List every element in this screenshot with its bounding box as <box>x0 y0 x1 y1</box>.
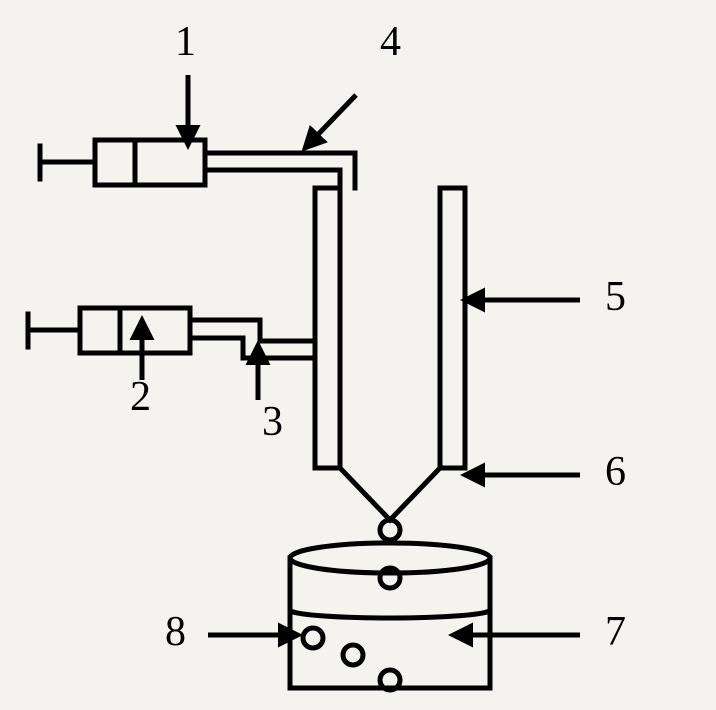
label-l7: 7 <box>605 609 626 655</box>
label-l3: 3 <box>262 399 283 445</box>
label-l1: 1 <box>175 19 196 65</box>
label-l2: 2 <box>130 374 151 420</box>
label-l5: 5 <box>605 274 626 320</box>
label-l4: 4 <box>380 19 401 65</box>
label-l8: 8 <box>165 609 186 655</box>
label-l6: 6 <box>605 449 626 495</box>
